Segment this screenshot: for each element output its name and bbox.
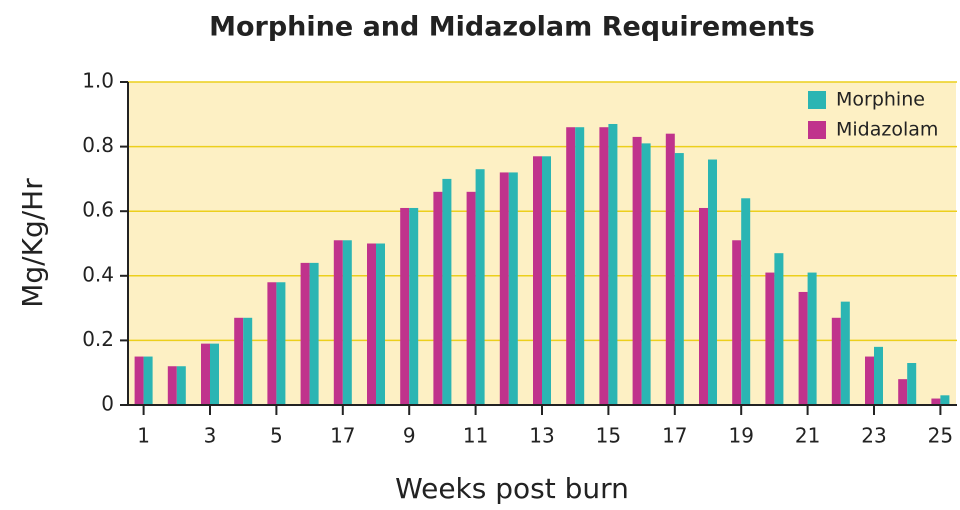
bar (874, 346, 883, 405)
x-tick-label: 9 (403, 424, 416, 448)
y-tick-label: 1.0 (82, 69, 114, 93)
y-tick-label: 0.2 (82, 327, 114, 351)
x-tick-label: 23 (861, 424, 886, 448)
bar (333, 240, 343, 405)
bar (267, 282, 277, 405)
bar (940, 395, 950, 405)
bar (840, 301, 850, 405)
bar (708, 159, 717, 405)
x-tick-label: 5 (270, 424, 283, 448)
bar (475, 169, 485, 405)
y-axis-label: Mg/Kg/Hr (16, 178, 49, 308)
bar (409, 207, 419, 405)
bar (542, 156, 551, 405)
x-tick-label: 19 (728, 424, 753, 448)
y-tick-label: 0 (101, 392, 114, 416)
x-axis-label: Weeks post burn (395, 472, 629, 505)
bar (533, 156, 542, 405)
legend-swatch (808, 91, 826, 109)
bar (907, 363, 917, 405)
bar (632, 136, 642, 405)
bar (732, 240, 742, 405)
legend-label: Midazolam (836, 119, 938, 141)
x-tick-label: 3 (204, 424, 217, 448)
y-tick-label: 0.6 (82, 198, 114, 222)
bar (176, 366, 186, 405)
bar (143, 356, 153, 405)
bar (342, 240, 352, 405)
bar (167, 366, 177, 405)
bar (499, 172, 509, 405)
bar (831, 317, 841, 405)
bar (442, 178, 452, 405)
bar (367, 243, 376, 405)
legend-swatch (808, 121, 826, 139)
x-tick-label: 21 (795, 424, 820, 448)
x-tick-label: 15 (596, 424, 621, 448)
x-tick-label: 17 (662, 424, 687, 448)
bar (508, 172, 518, 405)
x-tick-label: 11 (463, 424, 488, 448)
bar (210, 343, 219, 405)
bar (309, 262, 319, 405)
bar (931, 398, 941, 405)
bar (774, 253, 784, 405)
bar (699, 207, 708, 405)
bar (201, 343, 210, 405)
bar (865, 356, 874, 405)
bar (466, 191, 476, 405)
bar (243, 317, 253, 405)
bar (608, 123, 618, 406)
chart-title: Morphine and Midazolam Requirements (209, 12, 815, 43)
bar (234, 317, 244, 405)
bar (741, 198, 751, 405)
legend-label: Morphine (836, 89, 925, 111)
bar (276, 282, 286, 405)
y-tick-label: 0.4 (82, 262, 114, 286)
bar (300, 262, 310, 405)
bar (433, 191, 443, 405)
bar (575, 127, 585, 405)
x-tick-label: 25 (928, 424, 953, 448)
x-tick-label: 13 (529, 424, 554, 448)
bar (599, 127, 609, 405)
bar (134, 356, 144, 405)
bar (765, 272, 775, 405)
bar (674, 153, 684, 405)
bar (665, 133, 675, 405)
y-tick-label: 0.8 (82, 133, 114, 157)
bar (641, 143, 651, 405)
x-tick-label: 17 (330, 424, 355, 448)
bar (376, 243, 385, 405)
bar (566, 127, 576, 405)
bar (798, 291, 808, 405)
bar (807, 272, 817, 405)
bar (400, 207, 410, 405)
bar (898, 379, 908, 405)
x-tick-label: 1 (137, 424, 150, 448)
